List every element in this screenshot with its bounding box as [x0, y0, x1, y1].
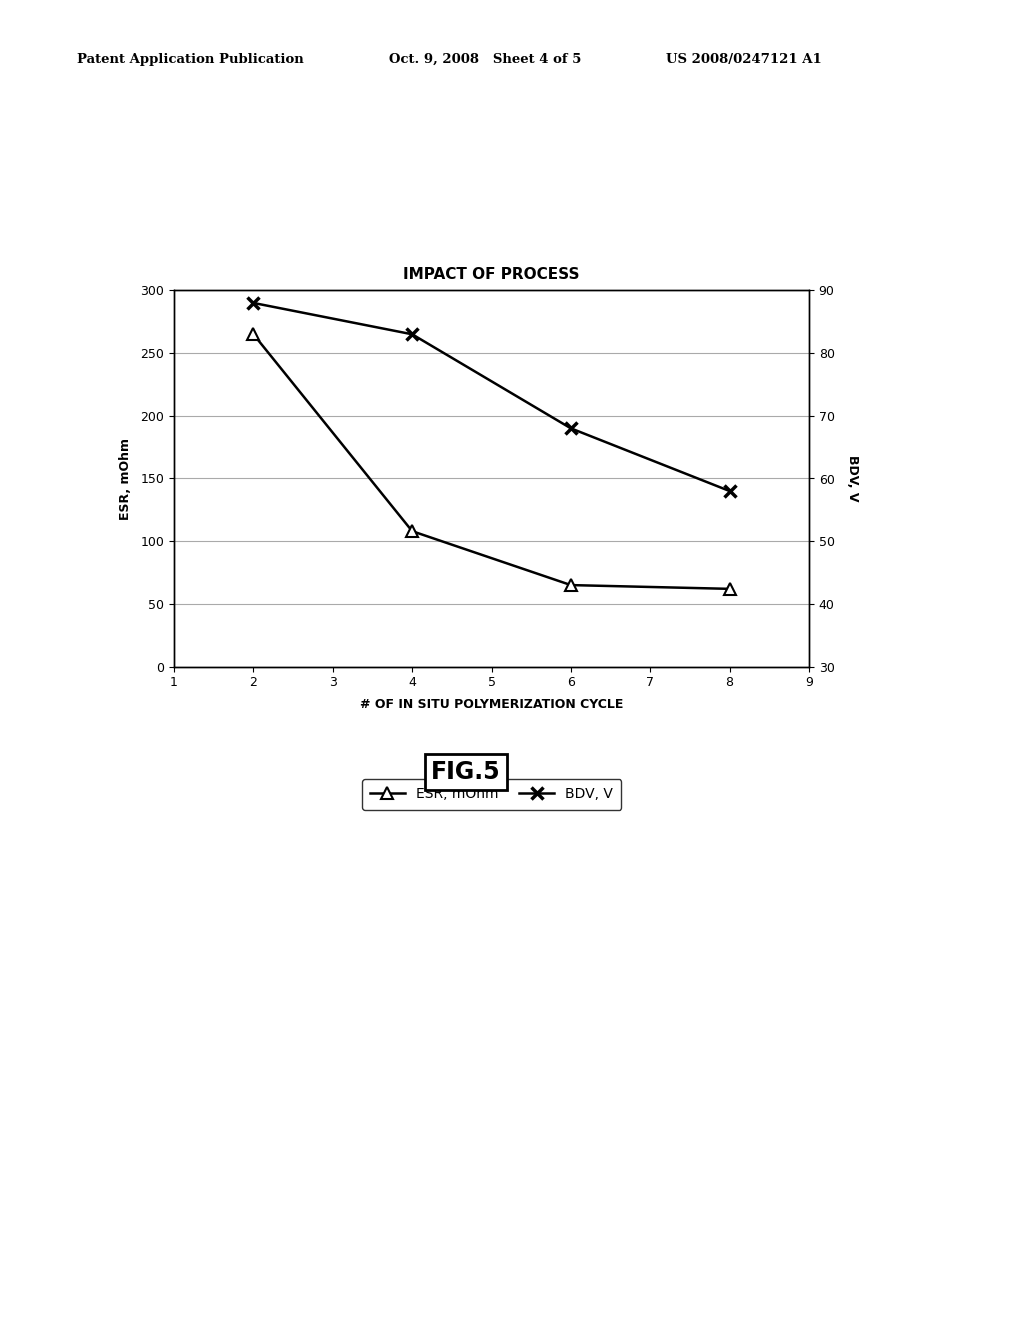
Y-axis label: ESR, mOhm: ESR, mOhm	[119, 437, 132, 520]
Text: Patent Application Publication: Patent Application Publication	[77, 53, 303, 66]
ESR, mOhm	[248, 326, 260, 342]
Title: IMPACT OF PROCESS: IMPACT OF PROCESS	[403, 267, 580, 282]
ESR, mOhm	[406, 523, 419, 539]
Legend: ESR, mOhm, BDV, V: ESR, mOhm, BDV, V	[361, 779, 622, 809]
Y-axis label: BDV, V: BDV, V	[846, 455, 859, 502]
BDV, V	[248, 294, 260, 310]
Text: US 2008/0247121 A1: US 2008/0247121 A1	[666, 53, 821, 66]
Text: FIG.5: FIG.5	[431, 760, 501, 784]
Text: Oct. 9, 2008   Sheet 4 of 5: Oct. 9, 2008 Sheet 4 of 5	[389, 53, 582, 66]
ESR, mOhm	[565, 577, 578, 593]
BDV, V	[723, 483, 735, 499]
Line: ESR, mOhm: ESR, mOhm	[248, 329, 735, 594]
BDV, V	[565, 420, 578, 436]
BDV, V	[406, 326, 419, 342]
X-axis label: # OF IN SITU POLYMERIZATION CYCLE: # OF IN SITU POLYMERIZATION CYCLE	[359, 698, 624, 710]
ESR, mOhm	[723, 581, 735, 597]
Line: BDV, V: BDV, V	[247, 297, 736, 498]
